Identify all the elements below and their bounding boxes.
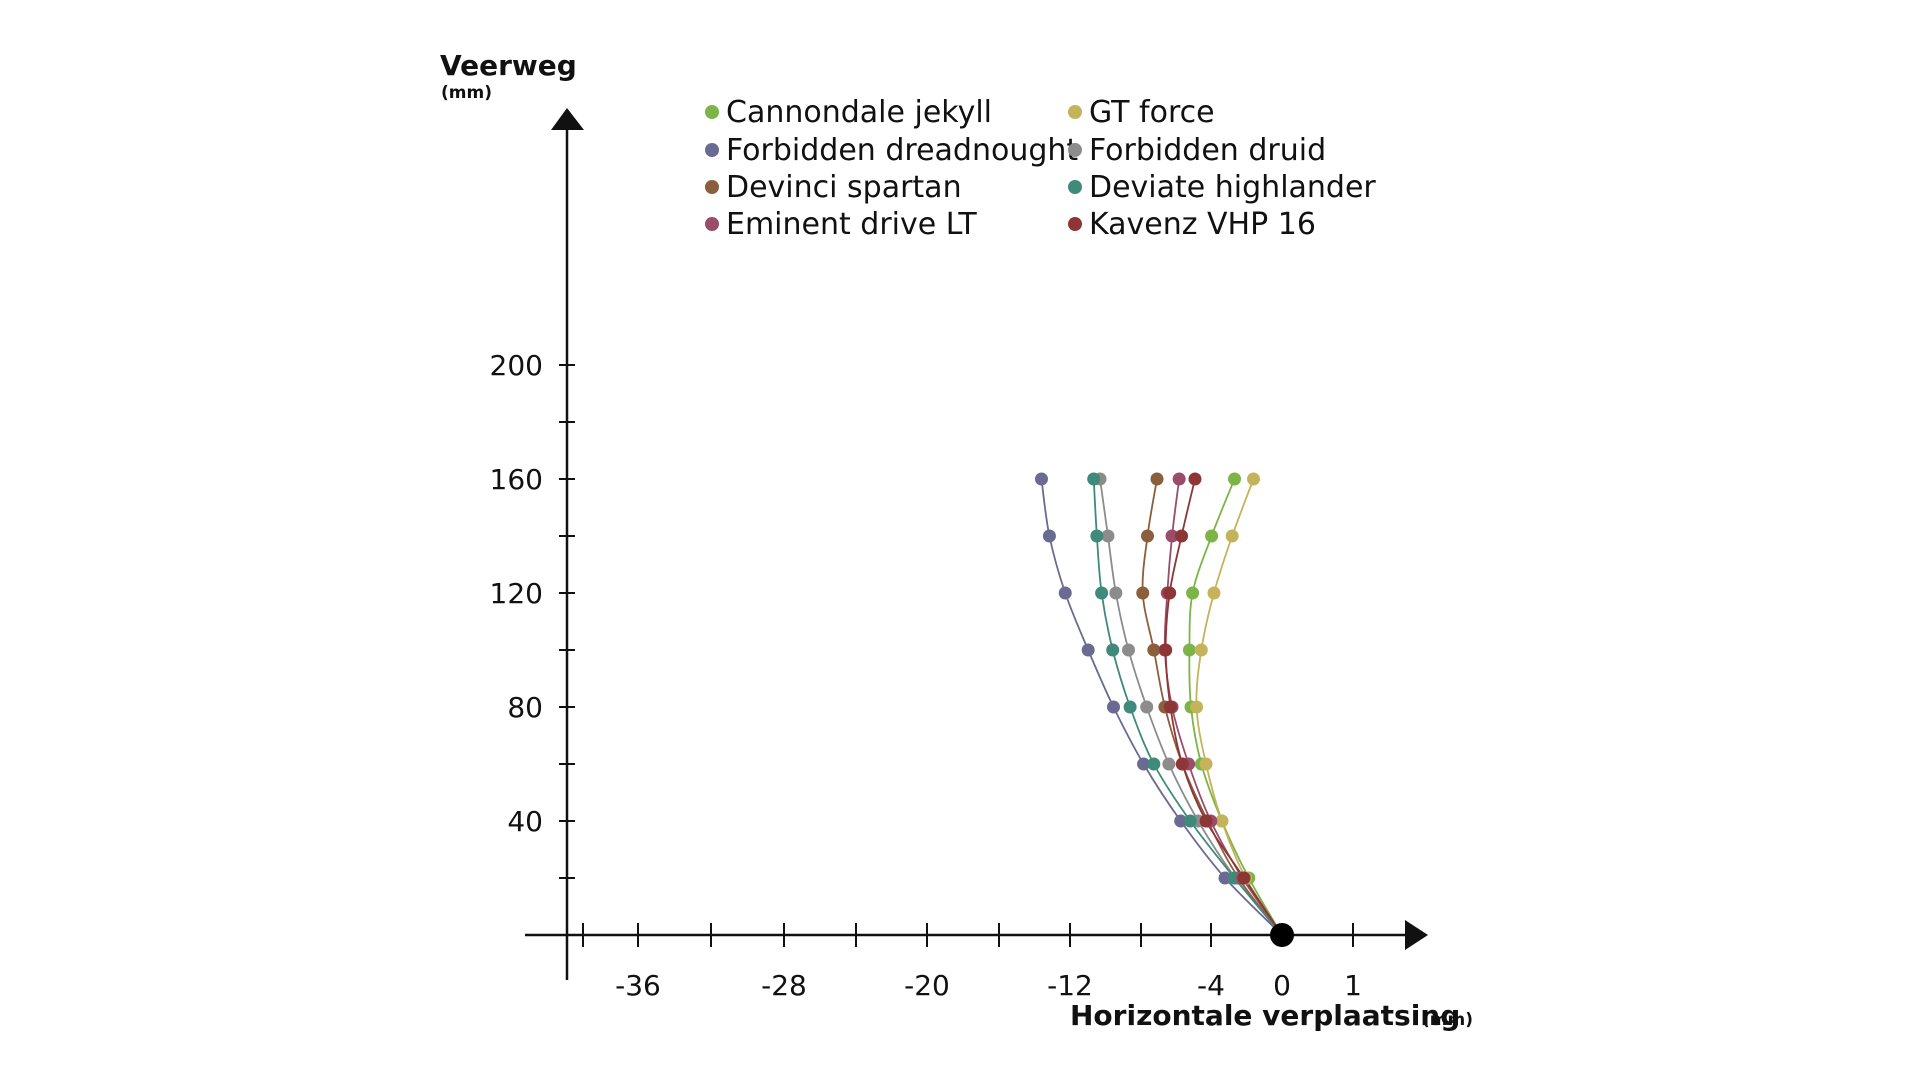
data-point-deviate-highlander [1090, 529, 1104, 543]
data-point-eminent-drive-lt [1172, 472, 1186, 486]
data-point-kavenz-vhp-16 [1175, 529, 1189, 543]
legend-label: Kavenz VHP 16 [1089, 207, 1316, 242]
data-point-gt-force [1247, 472, 1261, 486]
legend-label: Forbidden druid [1089, 133, 1326, 168]
origin-marker [1270, 923, 1294, 947]
data-point-forbidden-dreadnought [1081, 643, 1095, 657]
legend-item-deviate-highlander: Deviate highlander [1068, 170, 1376, 205]
data-point-gt-force [1215, 814, 1229, 828]
data-point-kavenz-vhp-16 [1237, 871, 1251, 885]
legend-marker [705, 143, 719, 157]
legend-label: Forbidden dreadnought [726, 133, 1078, 168]
data-point-forbidden-dreadnought [1174, 814, 1188, 828]
y-tick-label: 120 [490, 577, 543, 610]
x-tick-label: -28 [761, 969, 807, 1002]
legend-label: Cannondale jekyll [726, 95, 992, 130]
y-tick-label: 80 [507, 691, 543, 724]
y-tick-label: 200 [490, 349, 543, 382]
x-tick-label: -20 [904, 969, 950, 1002]
data-point-cannondale-jekyll [1228, 472, 1242, 486]
x-tick-label: -36 [615, 969, 661, 1002]
data-point-forbidden-dreadnought [1218, 871, 1232, 885]
data-point-gt-force [1225, 529, 1239, 543]
data-point-gt-force [1207, 586, 1221, 600]
legend-label: Eminent drive LT [726, 207, 977, 242]
data-point-deviate-highlander [1087, 472, 1101, 486]
x-axis-title: Horizontale verplaatsing [1070, 999, 1460, 1032]
legend-label: GT force [1089, 95, 1215, 130]
y-axis-unit: (mm) [441, 83, 492, 103]
data-point-kavenz-vhp-16 [1175, 757, 1189, 771]
legend-label: Deviate highlander [1089, 170, 1376, 205]
data-point-gt-force [1190, 700, 1204, 714]
data-point-cannondale-jekyll [1182, 643, 1196, 657]
data-point-forbidden-dreadnought [1042, 529, 1056, 543]
x-tick-label: -12 [1047, 969, 1093, 1002]
legend-marker [1068, 143, 1082, 157]
data-point-forbidden-druid [1162, 757, 1176, 771]
x-tick-label: 1 [1344, 969, 1362, 1002]
data-point-cannondale-jekyll [1205, 529, 1219, 543]
data-point-forbidden-druid [1101, 529, 1115, 543]
legend-marker [1068, 105, 1082, 119]
legend-marker [1068, 217, 1082, 231]
legend-item-forbidden-dreadnought: Forbidden dreadnought [705, 133, 1078, 168]
x-axis-arrow [1405, 920, 1428, 950]
y-tick-label: 160 [490, 463, 543, 496]
legend-item-devinci-spartan: Devinci spartan [705, 170, 962, 205]
y-axis-arrow [551, 108, 584, 130]
data-point-devinci-spartan [1147, 643, 1161, 657]
legend-item-cannondale-jekyll: Cannondale jekyll [705, 95, 992, 130]
data-point-deviate-highlander [1183, 814, 1197, 828]
data-point-deviate-highlander [1123, 700, 1137, 714]
x-tick-label: 0 [1273, 969, 1291, 1002]
data-point-kavenz-vhp-16 [1199, 814, 1213, 828]
data-point-gt-force [1199, 757, 1213, 771]
data-point-eminent-drive-lt [1165, 529, 1179, 543]
data-point-devinci-spartan [1136, 586, 1150, 600]
legend-label: Devinci spartan [726, 170, 962, 205]
x-axis-unit: (mm) [1422, 1010, 1473, 1030]
series-line-kavenz-vhp-16 [1164, 478, 1283, 936]
legend-marker [1068, 180, 1082, 194]
data-point-forbidden-druid [1122, 643, 1136, 657]
axes: 40 80 120 160 200 -36 -28 -20 -12 -4 0 1 [490, 108, 1428, 1002]
data-point-forbidden-dreadnought [1106, 700, 1120, 714]
y-axis-title: Veerweg [440, 49, 577, 82]
data-point-gt-force [1194, 643, 1208, 657]
data-point-devinci-spartan [1141, 529, 1155, 543]
data-point-deviate-highlander [1095, 586, 1109, 600]
x-tick-label: -4 [1197, 969, 1225, 1002]
legend-item-gt-force: GT force [1068, 95, 1215, 130]
data-point-deviate-highlander [1106, 643, 1120, 657]
data-point-forbidden-druid [1140, 700, 1154, 714]
data-point-cannondale-jekyll [1186, 586, 1200, 600]
data-point-devinci-spartan [1150, 472, 1164, 486]
legend-marker [705, 105, 719, 119]
legend-marker [705, 180, 719, 194]
data-point-forbidden-dreadnought [1035, 472, 1049, 486]
y-tick-label: 40 [507, 805, 543, 838]
legend-item-forbidden-druid: Forbidden druid [1068, 133, 1326, 168]
data-point-forbidden-dreadnought [1058, 586, 1072, 600]
data-point-kavenz-vhp-16 [1163, 700, 1177, 714]
data-point-kavenz-vhp-16 [1159, 643, 1173, 657]
data-point-kavenz-vhp-16 [1163, 586, 1177, 600]
data-point-deviate-highlander [1147, 757, 1161, 771]
series-line-eminent-drive-lt [1163, 478, 1283, 936]
legend-item-eminent-drive-lt: Eminent drive LT [705, 207, 977, 242]
data-point-kavenz-vhp-16 [1188, 472, 1202, 486]
legend-marker [705, 217, 719, 231]
legend-item-kavenz-vhp-16: Kavenz VHP 16 [1068, 207, 1316, 242]
data-point-forbidden-dreadnought [1137, 757, 1151, 771]
series-points [1035, 472, 1294, 947]
series-line-gt-force [1195, 478, 1283, 936]
data-point-forbidden-druid [1109, 586, 1123, 600]
series-line-forbidden-dreadnought [1040, 478, 1283, 936]
